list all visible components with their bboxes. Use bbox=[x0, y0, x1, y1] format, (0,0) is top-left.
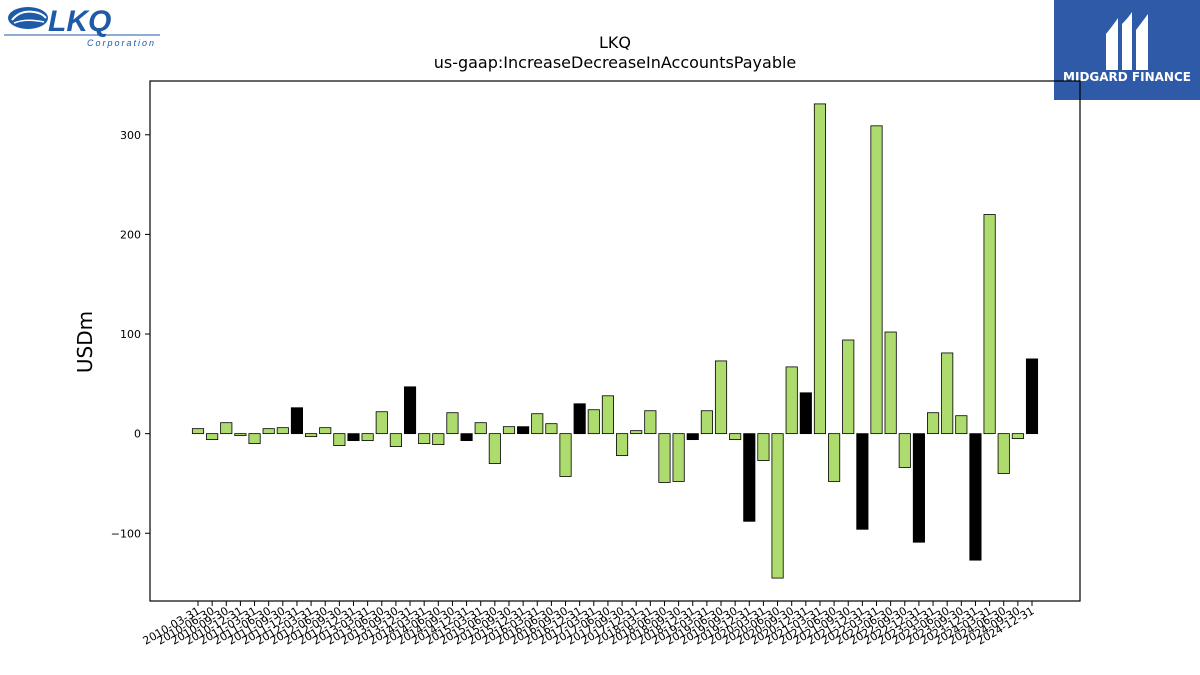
bar bbox=[842, 339, 855, 435]
bar bbox=[191, 428, 205, 435]
y-tick-label: 200 bbox=[120, 228, 141, 241]
bar bbox=[1025, 358, 1039, 435]
y-axis-label: USDm bbox=[73, 311, 97, 373]
bar bbox=[517, 426, 530, 435]
midgard-finance-badge: MIDGARD FINANCE bbox=[1054, 0, 1200, 100]
bar bbox=[912, 433, 925, 543]
bar bbox=[630, 430, 643, 435]
logo-wordmark: LKQ bbox=[48, 5, 111, 38]
bar bbox=[262, 428, 275, 435]
bar bbox=[672, 433, 685, 482]
logo-subtext: Corporation bbox=[87, 38, 156, 48]
bar bbox=[1011, 433, 1024, 440]
bar bbox=[828, 433, 841, 482]
bar bbox=[333, 433, 346, 446]
bar bbox=[248, 433, 261, 445]
y-tick-label: 100 bbox=[120, 328, 141, 341]
bar bbox=[347, 433, 360, 442]
bar bbox=[545, 423, 558, 435]
y-tick-label: 300 bbox=[120, 129, 141, 142]
bar bbox=[502, 426, 516, 435]
bar bbox=[403, 386, 417, 435]
bar bbox=[446, 412, 459, 435]
bar bbox=[743, 433, 756, 522]
y-axis: −100 0 100 200 300 bbox=[111, 129, 150, 540]
bar bbox=[559, 433, 572, 477]
bar bbox=[884, 331, 897, 435]
bar bbox=[220, 422, 233, 435]
bar bbox=[856, 433, 869, 530]
bar bbox=[714, 360, 728, 435]
x-axis: 2010-03-312010-06-302010-09-302010-12-31… bbox=[141, 601, 1037, 648]
bar bbox=[927, 412, 940, 435]
bar bbox=[616, 433, 629, 456]
bar bbox=[375, 411, 388, 435]
bar bbox=[799, 392, 812, 435]
midgard-emblem-icon bbox=[1106, 12, 1148, 70]
bar bbox=[941, 352, 954, 435]
bar bbox=[785, 366, 798, 435]
bar bbox=[658, 433, 671, 483]
lkq-logo: LKQ Corporation bbox=[4, 4, 160, 48]
bar bbox=[206, 433, 219, 441]
bar bbox=[997, 433, 1010, 474]
y-tick-label: 0 bbox=[134, 428, 141, 441]
bar bbox=[389, 433, 402, 447]
bar bbox=[488, 433, 501, 464]
bar bbox=[276, 427, 289, 435]
y-tick-label: −100 bbox=[111, 527, 141, 540]
bar bbox=[290, 407, 304, 435]
bar bbox=[983, 214, 996, 435]
chart-title: LKQ bbox=[599, 33, 631, 52]
bar bbox=[644, 410, 657, 435]
bar bbox=[573, 403, 586, 435]
bar bbox=[460, 433, 473, 442]
bars-group bbox=[191, 103, 1039, 579]
bar bbox=[700, 410, 713, 435]
car-emblem-icon bbox=[8, 7, 48, 29]
bar bbox=[587, 409, 600, 435]
bar bbox=[813, 103, 827, 435]
bar bbox=[319, 427, 332, 435]
bar bbox=[234, 433, 247, 437]
bar bbox=[771, 433, 784, 579]
bar bbox=[955, 415, 968, 435]
bar bbox=[361, 433, 374, 442]
bar bbox=[870, 125, 883, 435]
bar bbox=[305, 433, 318, 438]
bar bbox=[531, 413, 544, 435]
bar bbox=[969, 433, 982, 561]
bar bbox=[418, 433, 431, 445]
bar bbox=[729, 433, 742, 441]
bar bbox=[757, 433, 770, 461]
bar bbox=[432, 433, 445, 446]
bar bbox=[601, 395, 614, 435]
plot-frame bbox=[149, 80, 1081, 602]
bar bbox=[474, 422, 487, 435]
chart-subtitle: us-gaap:IncreaseDecreaseInAccountsPayabl… bbox=[434, 53, 797, 72]
bar bbox=[898, 433, 911, 468]
bar bbox=[686, 433, 699, 441]
badge-text: MIDGARD FINANCE bbox=[1063, 70, 1191, 84]
